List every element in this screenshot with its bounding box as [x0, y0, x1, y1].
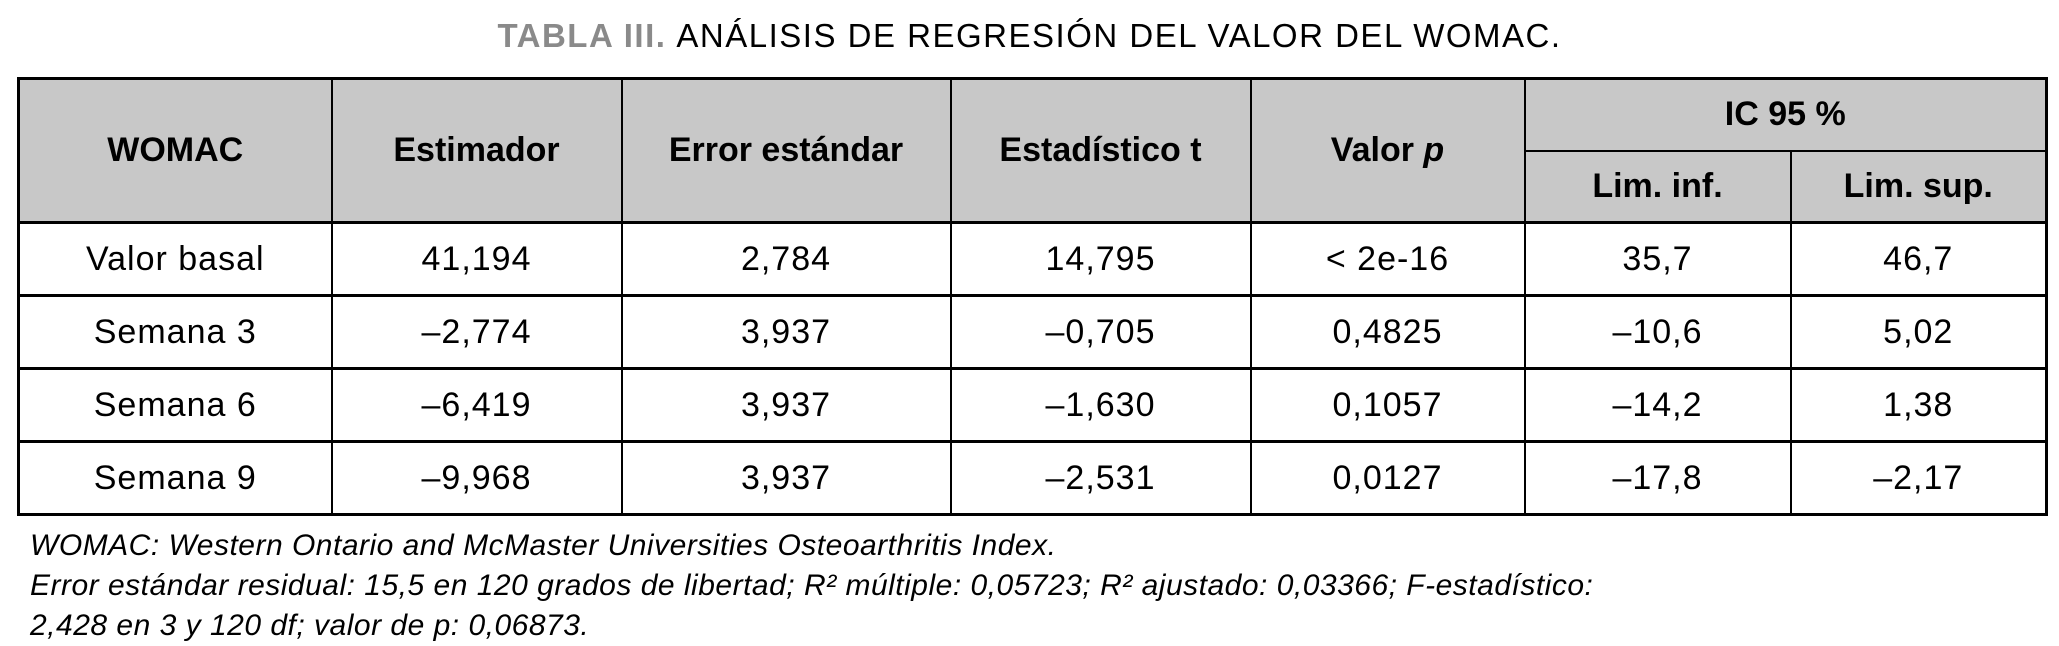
page-title: TABLA III. ANÁLISIS DE REGRESIÓN DEL VALO… [0, 0, 2059, 58]
column-header-lim-sup: Lim. sup. [1789, 149, 2048, 224]
header-row-sub: Lim. inf. Lim. sup. [19, 149, 2048, 224]
column-header-estadistico-t: Estadístico t [949, 77, 1252, 224]
table-number-label: TABLA III. [497, 17, 667, 54]
table-cell: 3,937 [620, 367, 952, 443]
table-cell: –2,531 [949, 440, 1252, 516]
valor-p-prefix: Valor [1330, 131, 1424, 169]
row-label: Semana 9 [17, 440, 333, 516]
table-cell: 0,0127 [1249, 440, 1526, 516]
table-cell: 3,937 [620, 294, 952, 370]
table-cell: –10,6 [1523, 294, 1792, 370]
table-cell: –6,419 [330, 367, 623, 443]
footnote-womac-definition: WOMAC: Western Ontario and McMaster Univ… [30, 529, 1057, 562]
table-cell: 2,784 [620, 221, 952, 297]
column-header-estimador: Estimador [330, 77, 623, 224]
table-cell: 3,937 [620, 440, 952, 516]
table-cell: 1,38 [1789, 367, 2048, 443]
table-cell: –1,630 [949, 367, 1252, 443]
table-header: WOMAC Estimador Error estándar Estadísti… [17, 77, 2048, 224]
table-cell: –0,705 [949, 294, 1252, 370]
table-cell: –9,968 [330, 440, 623, 516]
table-cell: –17,8 [1523, 440, 1792, 516]
table-cell: –14,2 [1523, 367, 1792, 443]
header-row-main: WOMAC Estimador Error estándar Estadísti… [17, 77, 2048, 224]
footnote-model-stats-line1: Error estándar residual: 15,5 en 120 gra… [30, 569, 1594, 602]
column-header-valor-p: Valor p [1249, 77, 1526, 224]
table-cell: 14,795 [949, 221, 1252, 297]
regression-table: WOMAC Estimador Error estándar Estadísti… [17, 77, 2049, 516]
row-label: Valor basal [17, 221, 333, 297]
row-label: Semana 6 [17, 367, 333, 443]
row-label: Semana 3 [17, 294, 333, 370]
table-cell: 35,7 [1523, 221, 1792, 297]
table-cell: < 2e-16 [1249, 221, 1526, 297]
table-row-semana-3: Semana 3 –2,774 3,937 –0,705 0,4825 –10,… [17, 294, 2048, 370]
table-cell: 5,02 [1789, 294, 2048, 370]
column-header-womac: WOMAC [17, 77, 333, 224]
column-header-ic95: IC 95 % [1523, 77, 2048, 152]
column-header-lim-inf: Lim. inf. [1523, 149, 1792, 224]
valor-p-symbol: p [1423, 131, 1445, 169]
table-title-text: ANÁLISIS DE REGRESIÓN DEL VALOR DEL WOMA… [676, 17, 1562, 54]
table-row-valor-basal: Valor basal 41,194 2,784 14,795 < 2e-16 … [17, 221, 2048, 297]
column-header-error-estandar: Error estándar [620, 77, 952, 224]
table-row-semana-9: Semana 9 –9,968 3,937 –2,531 0,0127 –17,… [17, 440, 2048, 516]
table-cell: 0,4825 [1249, 294, 1526, 370]
footnote-model-stats-line2: 2,428 en 3 y 120 df; valor de p: 0,06873… [30, 609, 590, 642]
table-cell: 41,194 [330, 221, 623, 297]
table-row-semana-6: Semana 6 –6,419 3,937 –1,630 0,1057 –14,… [17, 367, 2048, 443]
table-footnotes: WOMAC: Western Ontario and McMaster Univ… [30, 526, 2059, 646]
table-cell: –2,17 [1789, 440, 2048, 516]
table-body: Valor basal 41,194 2,784 14,795 < 2e-16 … [17, 221, 2048, 516]
table-cell: 46,7 [1789, 221, 2048, 297]
table-cell: 0,1057 [1249, 367, 1526, 443]
table-cell: –2,774 [330, 294, 623, 370]
